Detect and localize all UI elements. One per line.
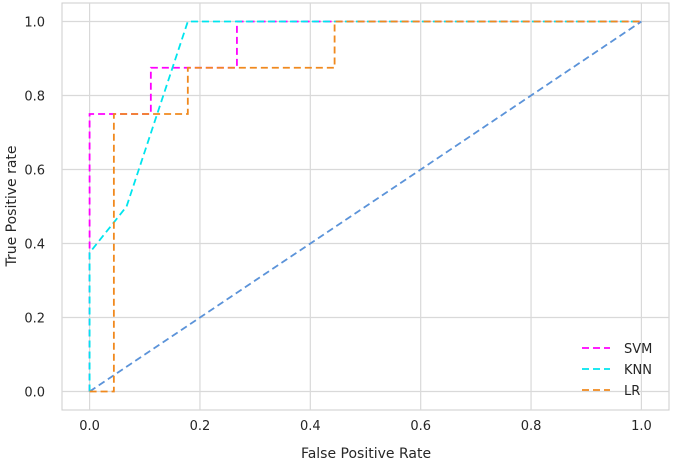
series-line-lr <box>89 20 642 393</box>
y-tick-label: 1.0 <box>24 16 45 31</box>
y-tick-label: 0.8 <box>24 90 45 105</box>
x-tick-label: 1.0 <box>631 419 652 434</box>
y-tick-label: 0.2 <box>24 312 45 327</box>
x-tick-label: 0.6 <box>410 419 431 434</box>
y-tick-label: 0.0 <box>24 386 45 401</box>
legend-label-knn: KNN <box>624 363 652 378</box>
tick-labels: 0.0 0.2 0.4 0.6 0.8 1.0 0.0 0.2 0.4 0.6 0.8 1.0 <box>24 16 651 435</box>
reference-diagonal-line <box>89 20 642 393</box>
y-tick-label: 0.4 <box>24 238 45 253</box>
series-layer <box>88 20 642 393</box>
x-tick-label: 0.4 <box>300 419 321 434</box>
legend: SVM KNN LR <box>582 342 652 399</box>
y-axis-label: True Positive rate <box>4 145 20 267</box>
series-line-svm <box>88 20 642 392</box>
x-tick-label: 0.8 <box>521 419 542 434</box>
x-tick-label: 0.2 <box>190 419 211 434</box>
x-tick-label: 0.0 <box>79 419 100 434</box>
legend-label-svm: SVM <box>624 342 652 357</box>
legend-label-lr: LR <box>624 384 640 399</box>
y-tick-label: 0.6 <box>24 164 45 179</box>
x-axis-label: False Positive Rate <box>301 446 431 462</box>
